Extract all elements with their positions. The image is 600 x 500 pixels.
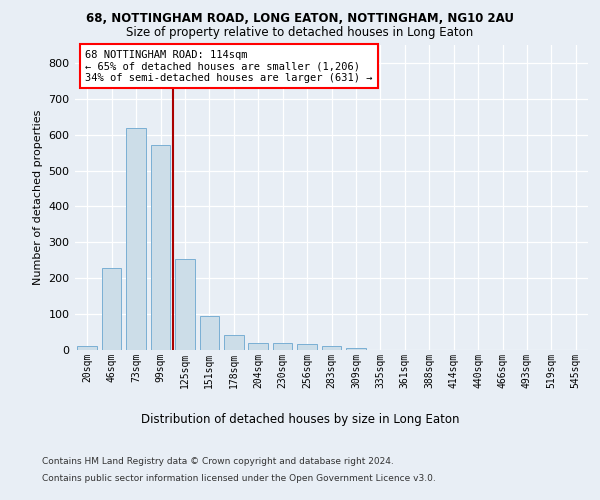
Text: 68 NOTTINGHAM ROAD: 114sqm
← 65% of detached houses are smaller (1,206)
34% of s: 68 NOTTINGHAM ROAD: 114sqm ← 65% of deta… <box>85 50 373 83</box>
Bar <box>77 346 97 350</box>
Text: Distribution of detached houses by size in Long Eaton: Distribution of detached houses by size … <box>141 412 459 426</box>
Text: Size of property relative to detached houses in Long Eaton: Size of property relative to detached ho… <box>127 26 473 39</box>
Bar <box>151 146 170 350</box>
Y-axis label: Number of detached properties: Number of detached properties <box>33 110 43 285</box>
Text: Contains HM Land Registry data © Crown copyright and database right 2024.: Contains HM Land Registry data © Crown c… <box>42 458 394 466</box>
Bar <box>102 268 121 350</box>
Bar <box>248 343 268 350</box>
Bar <box>273 343 292 350</box>
Bar <box>346 348 366 350</box>
Bar <box>175 258 194 350</box>
Bar <box>200 316 219 350</box>
Text: 68, NOTTINGHAM ROAD, LONG EATON, NOTTINGHAM, NG10 2AU: 68, NOTTINGHAM ROAD, LONG EATON, NOTTING… <box>86 12 514 24</box>
Text: Contains public sector information licensed under the Open Government Licence v3: Contains public sector information licen… <box>42 474 436 483</box>
Bar <box>297 344 317 350</box>
Bar <box>224 334 244 350</box>
Bar <box>322 346 341 350</box>
Bar <box>127 128 146 350</box>
